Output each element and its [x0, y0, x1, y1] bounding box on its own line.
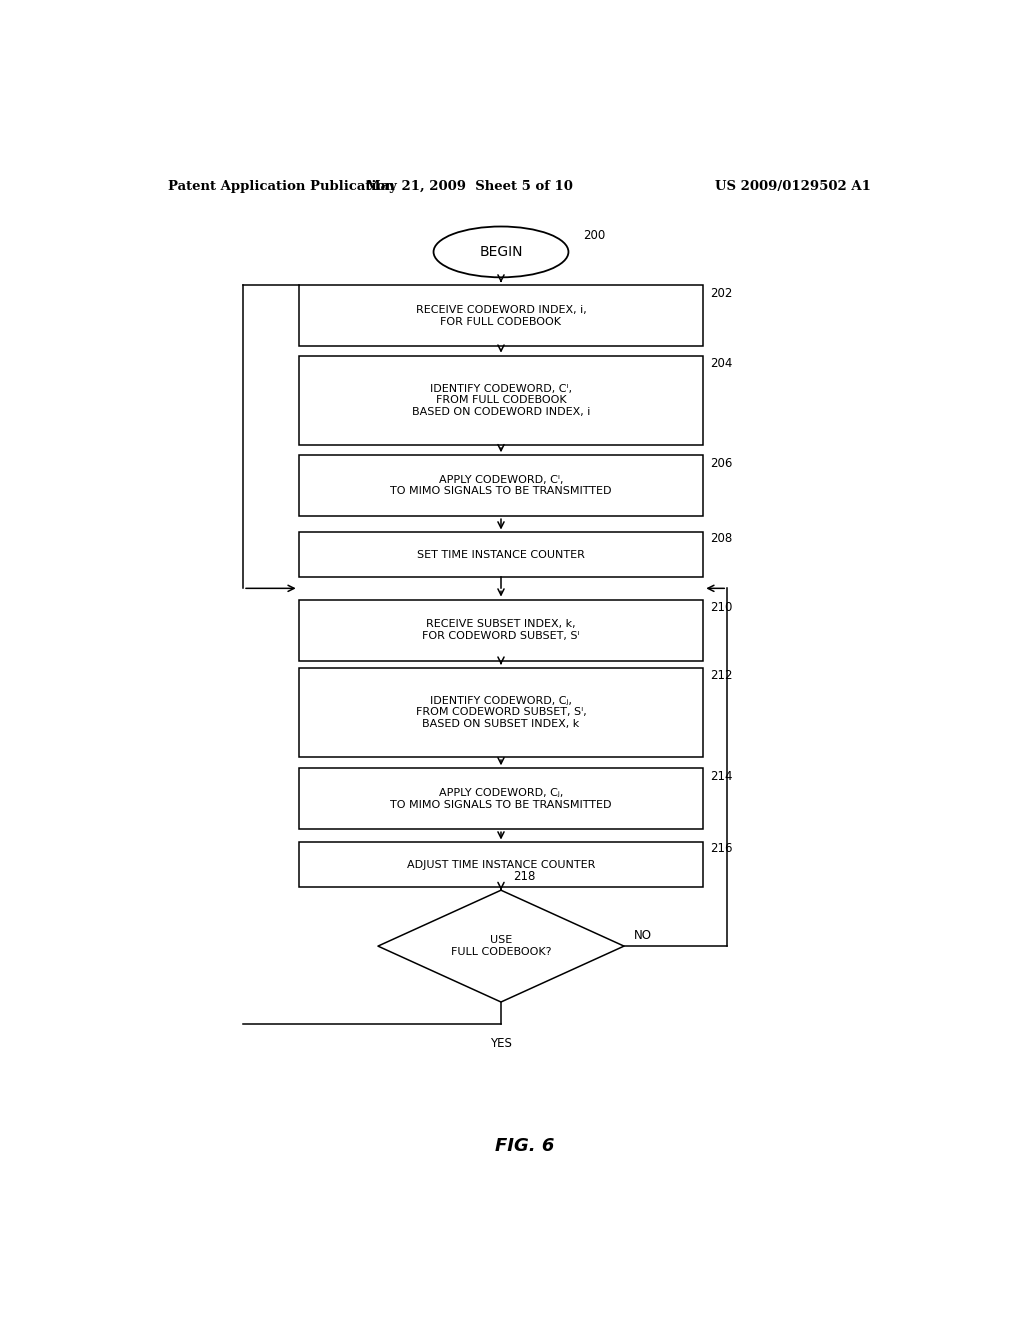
Text: 210: 210 [710, 601, 732, 614]
Text: SET TIME INSTANCE COUNTER: SET TIME INSTANCE COUNTER [417, 550, 585, 560]
Bar [299, 668, 703, 758]
Text: May 21, 2009  Sheet 5 of 10: May 21, 2009 Sheet 5 of 10 [366, 181, 572, 193]
Text: 212: 212 [710, 669, 732, 682]
Text: ADJUST TIME INSTANCE COUNTER: ADJUST TIME INSTANCE COUNTER [407, 859, 595, 870]
Text: 218: 218 [513, 870, 536, 883]
Text: IDENTIFY CODEWORD, Cⱼ,
FROM CODEWORD SUBSET, Sᴵ,
BASED ON SUBSET INDEX, k: IDENTIFY CODEWORD, Cⱼ, FROM CODEWORD SUB… [416, 696, 587, 729]
Bar [299, 532, 703, 577]
Text: YES: YES [490, 1036, 512, 1049]
Text: USE
FULL CODEBOOK?: USE FULL CODEBOOK? [451, 936, 551, 957]
Text: 216: 216 [710, 842, 732, 855]
Text: Patent Application Publication: Patent Application Publication [168, 181, 394, 193]
Bar [299, 842, 703, 887]
Text: NO: NO [634, 929, 651, 942]
Text: 204: 204 [710, 358, 732, 370]
Text: APPLY CODEWORD, Cⱼ,
TO MIMO SIGNALS TO BE TRANSMITTED: APPLY CODEWORD, Cⱼ, TO MIMO SIGNALS TO B… [390, 788, 611, 809]
Text: 214: 214 [710, 770, 732, 783]
Bar [299, 285, 703, 346]
Text: US 2009/0129502 A1: US 2009/0129502 A1 [715, 181, 871, 193]
Text: 200: 200 [583, 228, 605, 242]
Text: APPLY CODEWORD, Cᴵ,
TO MIMO SIGNALS TO BE TRANSMITTED: APPLY CODEWORD, Cᴵ, TO MIMO SIGNALS TO B… [390, 475, 611, 496]
Text: RECEIVE SUBSET INDEX, k,
FOR CODEWORD SUBSET, Sᴵ: RECEIVE SUBSET INDEX, k, FOR CODEWORD SU… [422, 619, 580, 640]
Text: 202: 202 [710, 286, 732, 300]
Bar [299, 455, 703, 516]
Text: RECEIVE CODEWORD INDEX, i,
FOR FULL CODEBOOK: RECEIVE CODEWORD INDEX, i, FOR FULL CODE… [416, 305, 587, 327]
Text: 208: 208 [710, 532, 732, 545]
Bar [299, 599, 703, 660]
Text: IDENTIFY CODEWORD, Cᴵ,
FROM FULL CODEBOOK
BASED ON CODEWORD INDEX, i: IDENTIFY CODEWORD, Cᴵ, FROM FULL CODEBOO… [412, 384, 590, 417]
Text: 206: 206 [710, 457, 732, 470]
Bar [299, 355, 703, 445]
Bar [299, 768, 703, 829]
Text: FIG. 6: FIG. 6 [496, 1138, 554, 1155]
Text: BEGIN: BEGIN [479, 246, 522, 259]
Ellipse shape [433, 227, 568, 277]
